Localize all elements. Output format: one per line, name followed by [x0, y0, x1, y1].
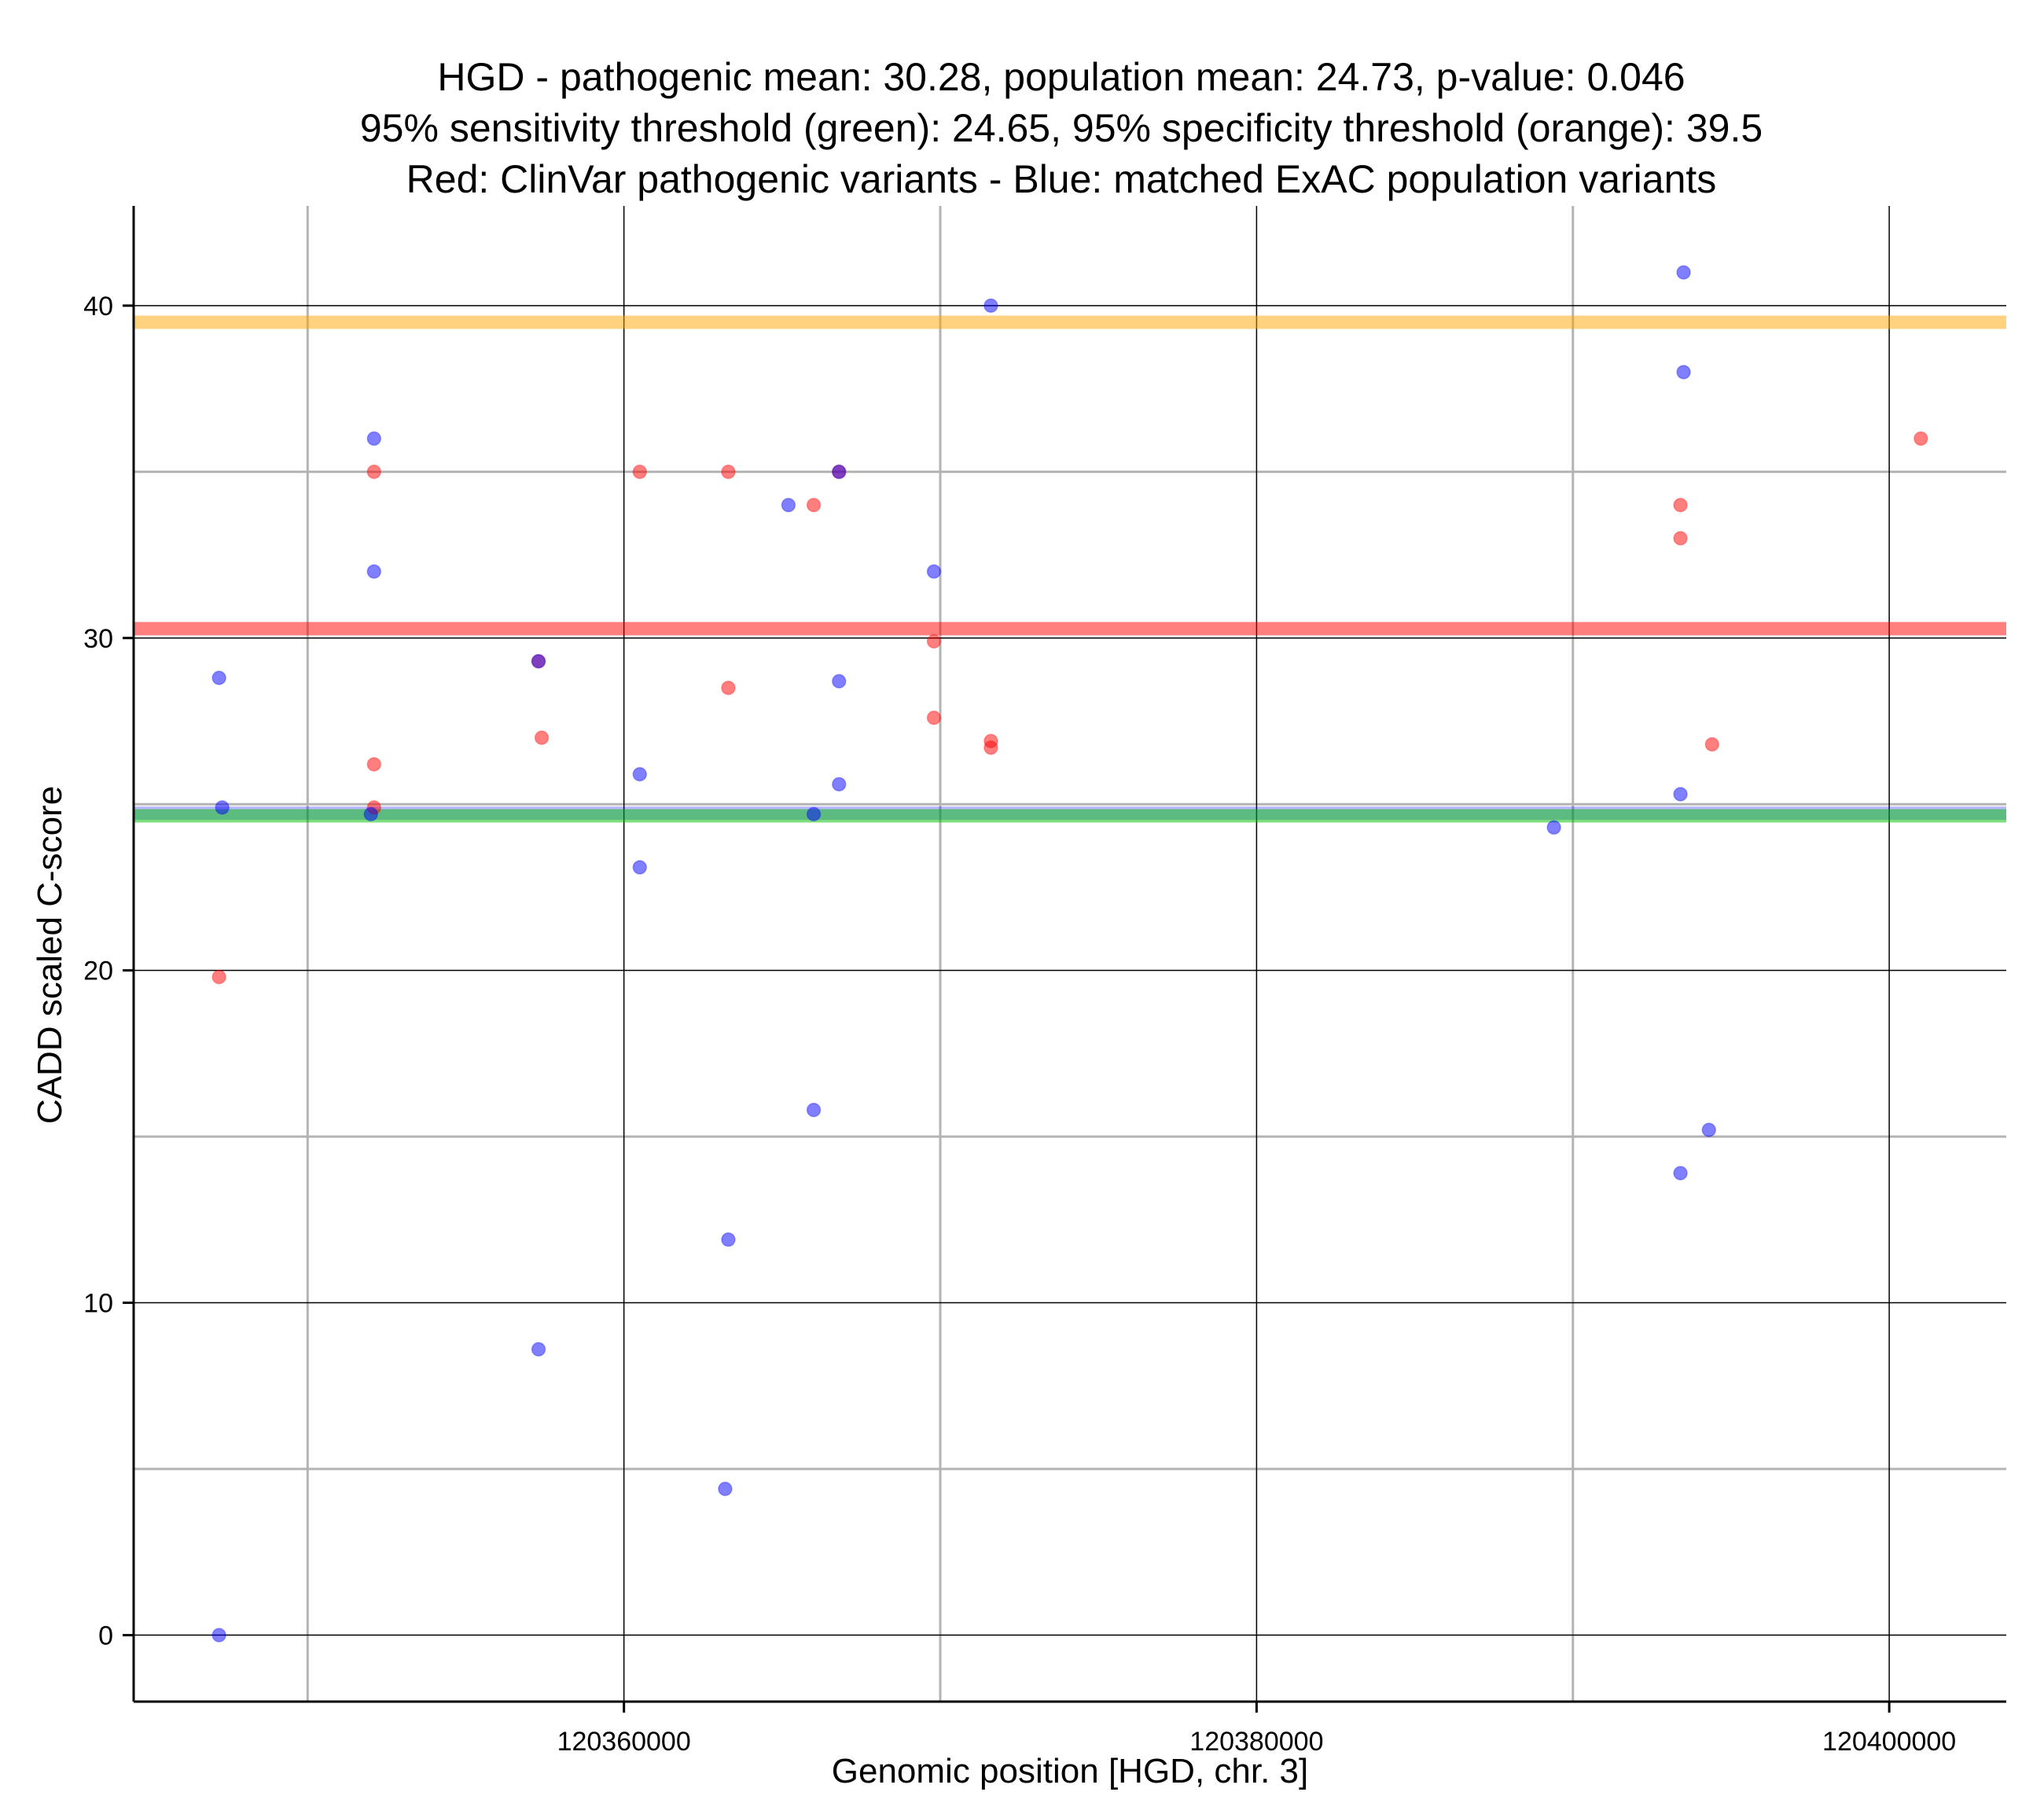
population-point [632, 860, 648, 875]
axes [132, 206, 2006, 1703]
x-tick-label: 120400000 [1822, 1727, 1956, 1757]
pathogenic-point [926, 633, 942, 649]
minor-gridlines [134, 206, 2006, 1702]
x-tick-label: 120380000 [1189, 1727, 1323, 1757]
population-point [1673, 787, 1688, 802]
population-point [832, 674, 847, 689]
major-gridlines [134, 206, 2006, 1702]
x-axis-ticks: 120360000 120380000 120400000 [557, 1702, 1956, 1757]
population-point [806, 806, 822, 822]
population-point [211, 1628, 226, 1643]
population-point [531, 654, 546, 669]
pathogenic-point [1673, 498, 1688, 512]
pathogenic-point [721, 465, 736, 479]
population-point [632, 766, 648, 782]
pathogenic-point [366, 757, 382, 772]
population-point [1676, 265, 1691, 280]
population-point [363, 806, 379, 822]
chart-title: HGD - pathogenic mean: 30.28, population… [360, 55, 1763, 201]
plot-area: 120360000 120380000 120400000 0 10 20 30 40 [83, 206, 2006, 1757]
pathogenic-point [721, 680, 736, 696]
population-point [832, 465, 847, 479]
pathogenic-point [1913, 431, 1928, 446]
y-tick-label: 0 [98, 1621, 113, 1651]
population-point [366, 564, 382, 579]
pathogenic-point [806, 498, 822, 512]
population-point [211, 670, 226, 685]
y-tick-label: 40 [83, 292, 113, 321]
population-point [832, 777, 847, 792]
x-tick-label: 120360000 [557, 1727, 691, 1757]
pathogenic-point [534, 730, 550, 745]
y-axis-title: CADD scaled C-score [31, 786, 69, 1124]
population-point [1546, 820, 1561, 835]
title-line-3: Red: ClinVar pathogenic variants - Blue:… [406, 157, 1717, 201]
y-tick-label: 20 [83, 957, 113, 986]
population-point [531, 1342, 546, 1357]
reference-lines [134, 315, 2006, 823]
y-axis-ticks: 0 10 20 30 40 [83, 292, 134, 1651]
pathogenic-point [211, 969, 226, 985]
population-point [806, 1103, 822, 1118]
y-tick-label: 10 [83, 1289, 113, 1319]
population-point [983, 298, 998, 314]
pathogenic-point [926, 710, 942, 725]
pathogenic-point [366, 465, 382, 479]
population-point [926, 564, 942, 579]
data-points [211, 265, 1928, 1643]
title-line-1: HGD - pathogenic mean: 30.28, population… [437, 55, 1685, 99]
pathogenic-point [1704, 736, 1720, 752]
population-point [366, 431, 382, 446]
population-point [1676, 365, 1691, 380]
population-point [721, 1232, 736, 1247]
population-point [215, 800, 230, 815]
y-tick-label: 30 [83, 624, 113, 654]
population-point [1701, 1122, 1717, 1137]
pathogenic-point [1673, 531, 1688, 546]
population-point [718, 1482, 733, 1496]
x-axis-title: Genomic position [HGD, chr. 3] [832, 1752, 1308, 1790]
pathogenic-point [983, 740, 998, 755]
population-point [781, 498, 796, 512]
population-point [1673, 1166, 1688, 1181]
title-line-2: 95% sensitivity threshold (green): 24.65… [360, 106, 1763, 150]
pathogenic-point [632, 465, 648, 479]
